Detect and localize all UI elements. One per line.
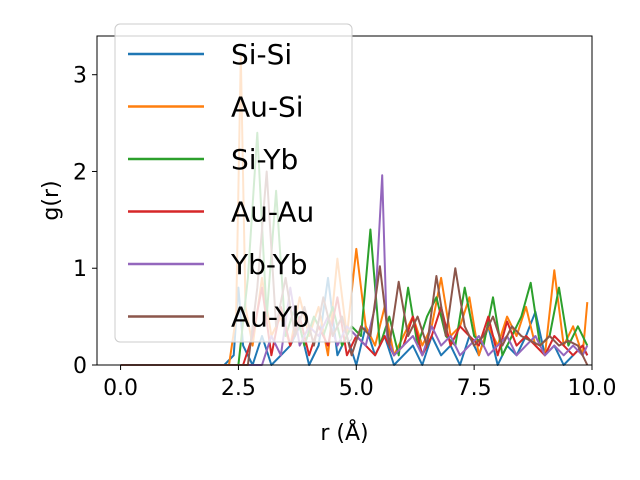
y-axis-label: g(r): [39, 180, 64, 220]
legend-box: [114, 23, 353, 343]
legend-label: Au-Si: [231, 91, 304, 124]
legend-label: Au-Yb: [231, 301, 310, 334]
x-tick-label: 2.5: [221, 376, 256, 401]
legend-label: Au-Au: [231, 196, 314, 229]
y-tick-label: 2: [73, 160, 87, 185]
x-axis-label: r (Å): [320, 419, 368, 446]
legend-label: Yb-Yb: [230, 248, 308, 281]
legend-label: Si-Si: [231, 38, 292, 71]
x-tick-label: 5.0: [339, 376, 374, 401]
series-line-si-si: [120, 276, 589, 366]
x-tick-label: 0.0: [103, 376, 138, 401]
legend-label: Si-Yb: [231, 143, 298, 176]
y-tick-label: 1: [73, 257, 87, 282]
ticks-layer: 0.0 2.5 5.0 7.5 10.0 0 1 2 3: [73, 64, 616, 401]
y-tick-label: 0: [73, 354, 87, 379]
legend: Si-Si Au-Si Si-Yb Au-Au Yb-Yb Au-Yb: [114, 23, 353, 343]
y-tick-label: 3: [73, 64, 87, 89]
x-tick-label: 7.5: [457, 376, 492, 401]
x-tick-label: 10.0: [568, 376, 617, 401]
